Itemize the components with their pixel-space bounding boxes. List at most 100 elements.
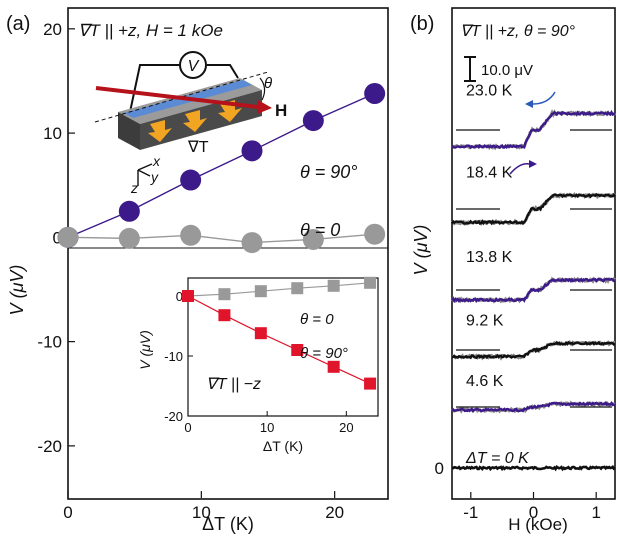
hysteresis-trace — [451, 401, 616, 413]
angle-label: θ — [264, 75, 272, 92]
sweep-down-arrow-icon — [532, 91, 556, 105]
panel-a-title: ∇T || +z, H = 1 kOe — [78, 21, 223, 40]
inset-frame — [187, 277, 379, 417]
sweep-up-arrowhead-icon — [529, 160, 537, 168]
voltmeter-wire-right — [207, 64, 239, 79]
inset-data-point — [182, 290, 194, 302]
y-tick-label: -20 — [37, 437, 62, 456]
hysteresis-trace — [452, 340, 616, 360]
inset-data-point — [364, 276, 377, 289]
data-point — [57, 226, 79, 248]
inset-y-ticks: 0 -10 -20 — [164, 289, 193, 424]
device-side-face — [118, 112, 140, 150]
trace-label: 4.6 K — [466, 373, 504, 390]
field-arrow-icon — [95, 86, 259, 109]
gradient-arrow-icon — [218, 100, 242, 122]
axis-y-label: y — [150, 169, 159, 185]
panel-b-x-tick-label: -1 — [463, 503, 478, 522]
gradient-label: ∇T — [187, 139, 209, 156]
panel-a-label: (a) — [6, 13, 30, 35]
inset-y-tick-label: -10 — [164, 349, 183, 364]
inset-x-tick-label: 20 — [339, 420, 353, 435]
inset-data-point — [291, 344, 304, 356]
panel-a-x-axis-label: ΔT (K) — [202, 514, 254, 534]
inset-gradient-label: ∇T || −z — [206, 376, 261, 393]
inset-data-point — [364, 377, 377, 390]
field-label: H — [275, 101, 287, 120]
y-tick-label: 20 — [43, 20, 62, 39]
trace-label: 18.4 K — [466, 165, 513, 182]
panel-a-y-axis-label: V (μV) — [7, 265, 27, 316]
inset-chart: 0 -10 -20 0 10 20 V (μV) ΔT (K) θ = 0 θ = 90… — [137, 276, 379, 454]
data-point — [302, 110, 324, 132]
inset-data-point — [291, 282, 304, 295]
series-label-theta-90: θ = 90° — [300, 162, 358, 182]
data-point — [180, 224, 202, 246]
voltmeter-label: V — [188, 58, 200, 75]
device-schematic: V H θ ∇T x y z — [94, 51, 287, 196]
panel-b-frame — [451, 7, 616, 500]
data-point — [118, 200, 140, 222]
inset-x-tick-label: 10 — [260, 420, 274, 435]
inset-data-point — [327, 279, 340, 292]
inset-x-ticks: 0 10 20 — [184, 411, 354, 435]
angle-arc — [259, 77, 266, 101]
inset-y-tick-label: 0 — [176, 289, 183, 304]
panel-a: (a) ∇T || +z, H = 1 kOe 20 10 0 -10 -20 0 10 2… — [6, 7, 389, 534]
x-tick-label: 20 — [325, 503, 344, 522]
hysteresis-trace — [451, 109, 616, 150]
hysteresis-trace — [451, 192, 616, 226]
inset-x-tick-label: 0 — [184, 420, 191, 435]
panel-b-traces: ΔT = 0 K 4.6 K 9.2 K 13.8 K 18.4 K 23.0 K — [450, 82, 617, 472]
panel-a-x-ticks: 0 10 20 — [63, 491, 344, 522]
data-point — [364, 223, 386, 245]
series-label-theta-0: θ = 0 — [300, 220, 340, 240]
panel-b-zero-tick-label: 0 — [435, 459, 444, 478]
panel-b-x-tick-label: 0 — [529, 503, 538, 522]
inset-data-point — [254, 327, 267, 340]
sweep-up-arrow-icon — [509, 162, 531, 175]
inset-data-point — [327, 360, 340, 373]
inset-series-label-theta-90: θ = 90° — [300, 345, 348, 362]
axis-z-label: z — [130, 180, 138, 196]
y-tick-label: 10 — [43, 124, 62, 143]
trace-label: 13.8 K — [466, 249, 513, 266]
y-axis-arrow-icon — [137, 169, 151, 177]
x-axis-arrow-icon — [137, 163, 153, 171]
field-reference-dashed-line — [94, 71, 269, 123]
inset-series-line-1 — [187, 295, 371, 385]
data-point — [302, 228, 324, 250]
y-tick-label: 0 — [53, 228, 62, 247]
hysteresis-trace — [451, 277, 616, 304]
x-tick-label: 10 — [192, 503, 211, 522]
inset-series — [182, 276, 377, 390]
data-point — [118, 227, 140, 249]
gradient-arrow-icon — [148, 120, 172, 142]
panel-a-y-ticks: 20 10 0 -10 -20 — [37, 20, 75, 456]
axis-x-label: x — [152, 153, 161, 169]
panel-b-y-axis-label: V (μV) — [411, 225, 431, 276]
inset-data-point — [218, 309, 231, 322]
data-point — [241, 140, 263, 162]
inset-y-axis-label: V (μV) — [137, 330, 153, 370]
trace-label: 9.2 K — [466, 312, 504, 329]
voltmeter-wire-left — [129, 64, 180, 113]
data-point — [241, 232, 263, 254]
inset-data-point — [254, 285, 267, 298]
panel-a-frame — [67, 7, 389, 500]
gradient-arrow-icon — [183, 110, 207, 132]
inset-x-axis-label: ΔT (K) — [263, 438, 303, 454]
trace-label: ΔT = 0 K — [465, 450, 530, 467]
hysteresis-trace — [451, 465, 616, 472]
inset-data-point — [218, 288, 231, 301]
inset-y-tick-label: -20 — [164, 409, 183, 424]
data-point — [180, 169, 202, 191]
trace-label: 23.0 K — [466, 82, 513, 99]
inset-series-label-theta-0: θ = 0 — [300, 311, 334, 328]
panel-b-x-ticks: -1 0 1 — [463, 492, 601, 522]
panel-a-series — [57, 82, 386, 254]
panel-b-title: ∇T || +z, θ = 90° — [460, 23, 576, 40]
panel-b-label: (b) — [410, 13, 434, 35]
x-tick-label: 0 — [63, 503, 72, 522]
